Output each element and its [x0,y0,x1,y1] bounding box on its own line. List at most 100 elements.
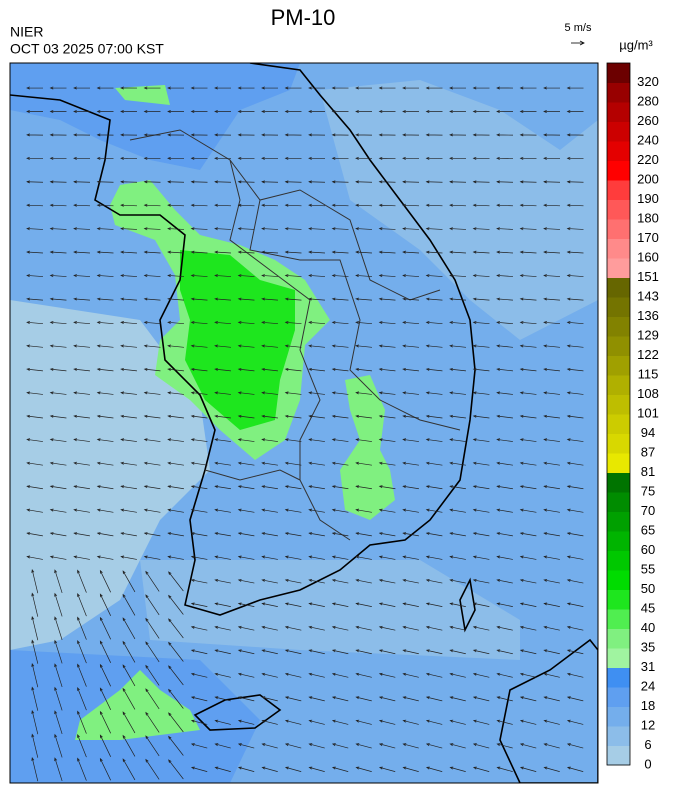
wind-arrow [96,321,114,325]
wind-arrow [26,508,43,513]
wind-arrow [331,625,349,631]
wind-arrow [308,203,326,207]
wind-arrow [214,227,232,231]
wind-arrow [449,227,467,231]
wind-arrow [143,203,161,207]
wind-arrow [143,367,161,372]
wind-arrow [167,508,184,513]
wind-arrow [73,508,90,513]
wind-arrow [190,696,208,702]
wind-arrow [26,180,44,184]
wind-arrow [378,274,396,278]
wind-arrow [519,485,537,490]
wind-arrow [49,438,67,442]
wind-arrow [237,156,255,160]
wind-arrow [284,649,302,655]
wind-arrow [519,250,537,254]
wind-arrow [190,86,208,90]
wind-arrow [190,719,208,725]
wind-arrow [331,297,349,301]
wind-arrow [402,203,420,207]
wind-arrow [214,672,231,678]
wind-arrow [237,485,255,490]
wind-arrow [73,391,90,395]
wind-arrow [190,438,208,442]
wind-arrow [425,414,443,419]
wind-arrow [425,532,443,537]
wind-arrow [519,180,537,184]
wind-arrow [26,203,44,207]
wind-arrow [425,438,443,442]
wind-arrow [284,719,302,725]
wind-arrow [284,274,302,278]
colorbar-label: 170 [637,230,659,245]
wind-arrow [331,766,349,772]
wind-arrow [214,86,232,90]
wind-arrow [472,133,490,137]
wind-arrow [355,344,372,348]
wind-arrow [122,758,136,781]
wind-arrow [496,579,513,584]
wind-arrow [566,391,584,395]
zone [10,300,210,650]
wind-arrow [449,766,466,772]
wind-arrow [331,414,349,419]
wind-arrow [167,227,185,231]
pm-area [115,85,170,105]
wind-arrow [449,250,467,254]
wind-arrow [143,555,161,560]
wind-arrow [378,649,396,655]
wind-arrow [168,594,184,615]
wind-arrow [496,438,513,442]
wind-arrow [449,438,466,442]
wind-arrow [167,532,184,537]
wind-arrow [308,344,325,348]
wind-arrow [496,109,514,113]
wind-arrow [566,672,584,678]
wind-arrow [378,321,396,325]
wind-arrow [120,250,138,254]
wind-arrow [73,203,91,207]
wind-arrow [331,391,349,395]
wind-arrow [472,461,490,466]
wind-arrow [237,532,255,537]
colorbar-label: 50 [641,581,655,596]
wind-arrow [99,616,112,640]
wind-arrow [261,180,279,184]
wind-arrow [449,672,466,678]
wind-arrow [214,391,231,395]
wind-arrow [449,485,466,490]
wind-arrow [49,86,67,90]
wind-arrow [543,86,561,90]
wind-arrow [284,555,302,560]
colorbar-segment [607,531,630,551]
colorbar-label: 65 [641,522,655,537]
wind-arrow [261,133,279,137]
wind-arrow [237,133,255,137]
wind-arrow [331,344,349,348]
wind-arrow [308,156,326,160]
wind-arrow [449,602,466,607]
wind-arrow [519,672,537,678]
wind-arrow [543,696,560,702]
wind-arrow [519,133,537,137]
colorbar-segment [607,433,630,454]
wind-arrow [402,133,420,137]
wind-arrow [519,602,537,607]
wind-arrow [167,414,184,419]
wind-arrow [496,508,513,513]
wind-arrow [284,344,302,348]
colorbar-label: 94 [641,425,655,440]
wind-arrow [308,227,326,231]
wind-arrow [284,180,302,184]
wind-arrow [122,640,136,663]
wind-arrow [543,133,561,137]
wind-arrow [145,641,160,663]
wind-arrow [472,625,490,631]
wind-arrow [519,367,537,372]
wind-arrow [237,579,255,584]
wind-arrow [167,250,185,254]
wind-arrow [214,766,231,772]
colorbar-frame [606,62,631,766]
wind-arrow [31,686,39,711]
